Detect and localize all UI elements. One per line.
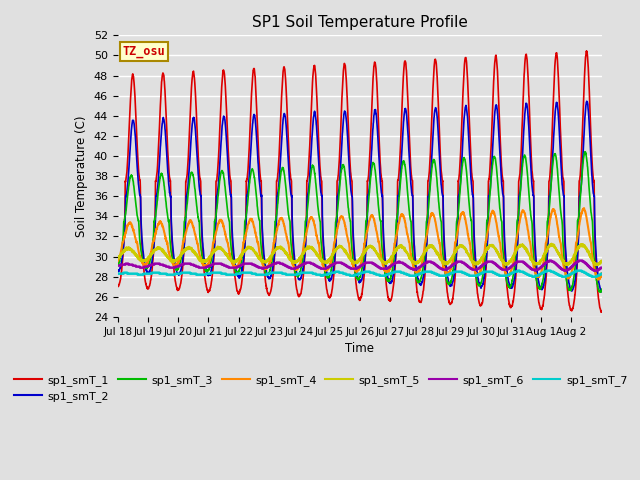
- Title: SP1 Soil Temperature Profile: SP1 Soil Temperature Profile: [252, 15, 468, 30]
- X-axis label: Time: Time: [345, 342, 374, 355]
- Y-axis label: Soil Temperature (C): Soil Temperature (C): [75, 115, 88, 237]
- Text: TZ_osu: TZ_osu: [122, 45, 165, 58]
- Legend: sp1_smT_1, sp1_smT_2, sp1_smT_3, sp1_smT_4, sp1_smT_5, sp1_smT_6, sp1_smT_7: sp1_smT_1, sp1_smT_2, sp1_smT_3, sp1_smT…: [10, 371, 632, 407]
